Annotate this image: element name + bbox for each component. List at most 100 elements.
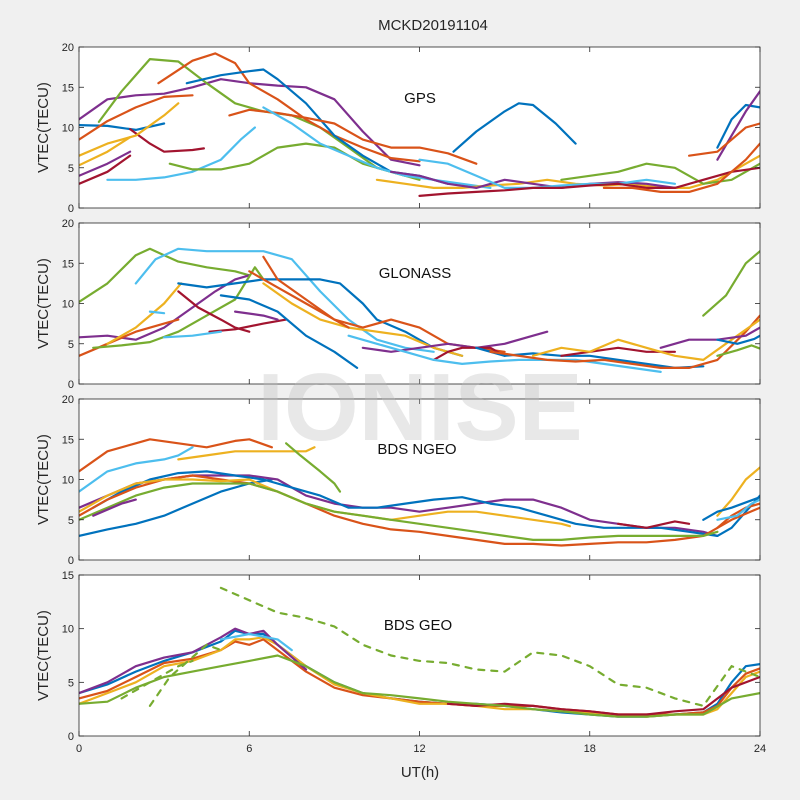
y-axis-label: VTEC(TECU) (35, 258, 52, 349)
panel-2: 0 5 10 15 20 VTEC(TECU) GLONASS (35, 218, 761, 391)
series-line-7 (157, 52, 421, 163)
y-tick-label: 0 (68, 379, 74, 391)
series-line-14 (92, 498, 137, 517)
series-line-8 (79, 474, 760, 547)
y-tick-label: 15 (62, 82, 74, 94)
series-group (79, 586, 760, 718)
series-line-6 (129, 128, 205, 153)
x-axis-label: UT(h) (401, 764, 439, 781)
series-group (79, 52, 760, 197)
panel-4: 0 6 12 18 24 0 5 10 15 VTEC(TECU) BDS GEO (35, 570, 766, 755)
series-line-13 (248, 270, 350, 329)
series-line-22 (602, 142, 760, 193)
x-tick-label: 0 (76, 743, 82, 755)
panels: 0 5 10 15 20 VTEC(TECU) GPS 0 5 10 15 20 VTEC(TECU) G… (35, 42, 766, 755)
series-line-23 (531, 318, 760, 361)
series-line-19 (347, 334, 662, 373)
y-tick-label: 0 (68, 555, 74, 567)
y-tick-label: 15 (62, 258, 74, 270)
series-line-24 (716, 90, 760, 161)
series-line-3 (79, 274, 251, 341)
series-line-3 (177, 446, 316, 461)
y-tick-label: 15 (62, 570, 74, 582)
series-line-7 (79, 654, 760, 718)
series-line-15 (702, 496, 760, 521)
panel-annotation: BDS NGEO (377, 441, 456, 458)
y-tick-label: 0 (68, 203, 74, 215)
series-line-5 (79, 478, 273, 537)
series-line-20 (418, 158, 676, 189)
y-tick-label: 10 (62, 624, 74, 636)
y-axis-label: VTEC(TECU) (35, 610, 52, 701)
y-tick-label: 5 (68, 515, 74, 527)
y-tick-label: 0 (68, 731, 74, 743)
series-group (79, 247, 760, 373)
series-line-10 (79, 482, 719, 541)
series-line-12 (219, 294, 359, 369)
panel-1: 0 5 10 15 20 VTEC(TECU) GPS (35, 42, 761, 215)
series-line-2 (79, 94, 194, 141)
series-line-5 (106, 282, 183, 345)
series-line-4 (79, 627, 308, 695)
series-line-16 (163, 330, 222, 339)
series-line-15 (262, 106, 492, 189)
series-line-7 (177, 278, 464, 357)
x-tick-label: 24 (754, 743, 766, 755)
series-line-9 (208, 318, 288, 333)
series-line-3 (79, 136, 132, 167)
y-tick-label: 10 (62, 123, 74, 135)
y-tick-label: 5 (68, 339, 74, 351)
series-line-4 (285, 442, 342, 493)
series-line-14 (234, 310, 279, 321)
series-line-27 (716, 334, 760, 345)
plot-area (79, 575, 760, 736)
series-line-11 (79, 102, 180, 157)
y-tick-label: 10 (62, 475, 74, 487)
series-line-22 (560, 346, 676, 357)
series-line-25 (688, 122, 760, 157)
y-axis-label: VTEC(TECU) (35, 434, 52, 525)
series-group (79, 438, 760, 547)
panel-annotation: BDS GEO (384, 617, 452, 634)
plot-area (79, 47, 760, 208)
panel-annotation: GPS (404, 90, 436, 107)
series-line-19 (560, 162, 760, 185)
x-tick-label: 18 (584, 743, 596, 755)
series-line-5 (219, 632, 293, 652)
x-tick-label: 6 (246, 743, 252, 755)
y-tick-label: 5 (68, 677, 74, 689)
series-line-16 (716, 498, 760, 521)
series-line-2 (79, 446, 194, 493)
series-line-10 (79, 154, 132, 185)
series-line-9 (79, 150, 132, 177)
series-line-13 (716, 466, 760, 517)
series-line-12 (716, 502, 760, 529)
series-line-5 (97, 58, 407, 177)
series-line-21 (489, 314, 760, 369)
y-tick-label: 5 (68, 163, 74, 175)
x-tick-label: 12 (413, 743, 425, 755)
series-line-17 (361, 330, 549, 353)
series-line-16 (452, 102, 577, 153)
series-line-10 (148, 643, 222, 707)
y-tick-label: 10 (62, 299, 74, 311)
series-line-15 (148, 310, 166, 315)
series-line-18 (432, 346, 506, 361)
watermark-text: IONISE (257, 354, 582, 461)
y-tick-label: 20 (62, 218, 74, 230)
series-line-23 (716, 103, 760, 149)
y-tick-label: 15 (62, 434, 74, 446)
y-tick-label: 20 (62, 42, 74, 54)
panel-annotation: GLONASS (379, 265, 452, 282)
series-line-9 (120, 659, 194, 700)
series-line-25 (702, 250, 760, 317)
series-line-1 (79, 438, 273, 473)
series-line-6 (446, 675, 760, 716)
y-axis-label: VTEC(TECU) (35, 82, 52, 173)
series-line-8 (106, 126, 256, 181)
series-line-11 (617, 520, 691, 529)
series-line-21 (418, 166, 760, 197)
series-line-7 (92, 470, 760, 537)
series-line-14 (228, 108, 478, 165)
